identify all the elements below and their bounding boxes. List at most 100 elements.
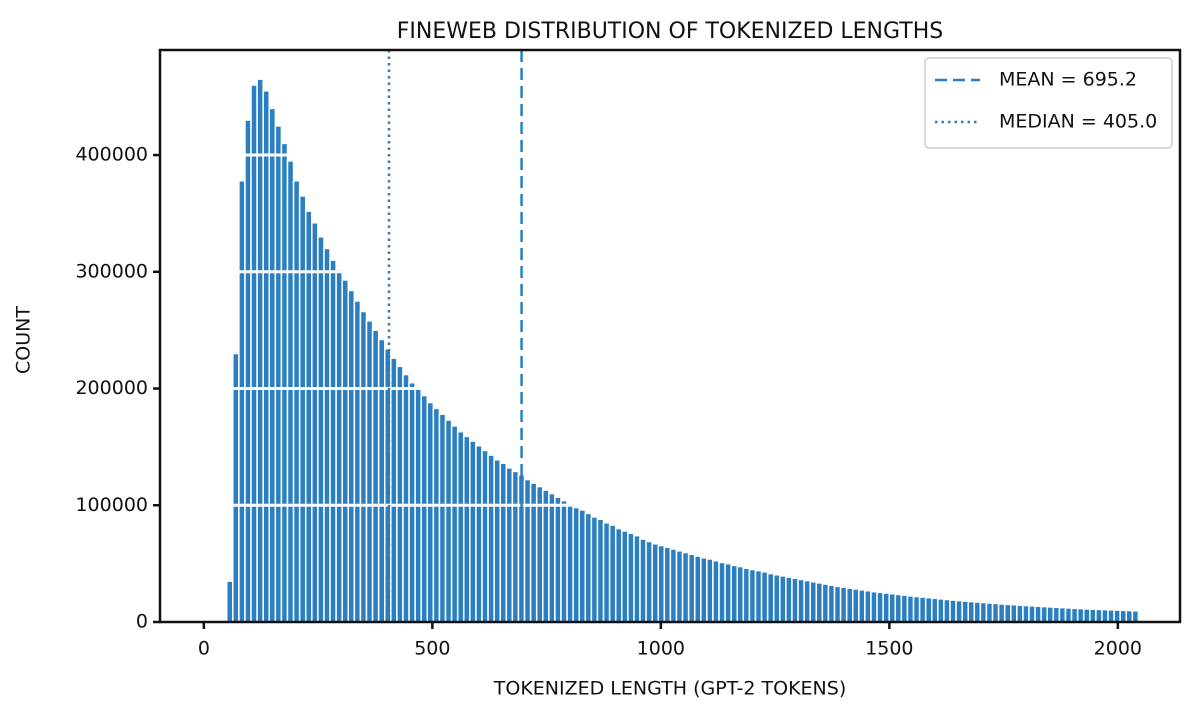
bar — [967, 600, 976, 623]
bar — [475, 444, 483, 623]
bar — [991, 602, 1000, 623]
bar — [1046, 606, 1055, 623]
bar — [450, 425, 459, 623]
bar — [894, 593, 903, 623]
bar — [262, 90, 271, 623]
bar — [918, 596, 927, 623]
x-tick-label: 500 — [414, 638, 450, 660]
bar — [845, 587, 854, 623]
bar — [274, 125, 283, 623]
bar — [554, 496, 562, 623]
legend: MEAN = 695.2 MEDIAN = 405.0 — [924, 57, 1173, 149]
bar — [1016, 604, 1024, 623]
bar — [463, 435, 471, 623]
bar — [292, 179, 301, 623]
bar — [973, 601, 982, 623]
bar — [1131, 610, 1140, 623]
bar — [329, 259, 337, 623]
bar — [511, 470, 520, 623]
chart-title: FINEWEB DISTRIBUTION OF TOKENIZED LENGTH… — [397, 19, 943, 44]
bar — [280, 142, 289, 623]
bar — [232, 352, 240, 623]
bar — [1095, 608, 1103, 623]
bar — [584, 512, 593, 623]
bar — [298, 195, 307, 623]
bar — [827, 584, 836, 623]
bar — [359, 310, 368, 623]
bar — [444, 419, 453, 623]
x-tick-label: 1500 — [865, 638, 913, 660]
bar — [250, 84, 258, 623]
bar — [700, 557, 708, 623]
bar — [353, 300, 362, 623]
bar — [900, 594, 909, 623]
bar — [681, 551, 690, 623]
x-tick-label: 2000 — [1094, 638, 1142, 660]
bar — [402, 373, 410, 623]
bar — [481, 449, 489, 623]
bar — [839, 586, 848, 623]
bar — [396, 365, 404, 623]
bar — [1052, 606, 1061, 623]
bar — [864, 589, 872, 623]
bar — [371, 329, 380, 623]
bar — [542, 489, 550, 623]
bar — [997, 603, 1006, 623]
bar — [1119, 609, 1128, 623]
bar — [815, 582, 824, 623]
bar — [724, 562, 732, 623]
bar — [566, 503, 574, 623]
bar — [572, 506, 580, 623]
bar — [1058, 606, 1067, 623]
bar — [852, 588, 860, 623]
bar — [347, 289, 356, 623]
bar — [687, 553, 696, 623]
bar — [1070, 607, 1079, 623]
bar — [596, 518, 605, 623]
bar — [1107, 609, 1115, 623]
bar — [341, 279, 350, 623]
bar — [426, 401, 435, 623]
bar — [323, 247, 331, 623]
bar — [535, 485, 544, 623]
bar — [754, 569, 763, 623]
bar — [718, 561, 726, 623]
bar — [937, 598, 945, 623]
bar — [469, 440, 477, 623]
bar — [1003, 603, 1012, 623]
y-tick-label: 200000 — [75, 377, 148, 399]
bar — [614, 527, 623, 623]
bar — [633, 534, 641, 623]
bar — [390, 357, 398, 623]
bar — [712, 559, 720, 623]
bar — [286, 160, 295, 623]
bar — [523, 478, 532, 623]
bar — [669, 548, 678, 623]
bar — [1064, 607, 1073, 623]
bar — [888, 593, 897, 623]
bar — [1028, 605, 1036, 623]
bar — [548, 492, 556, 623]
bar — [578, 509, 587, 623]
bar — [590, 516, 599, 623]
bar — [730, 564, 739, 623]
bar — [1082, 608, 1091, 623]
bar — [985, 602, 994, 623]
legend-label: MEAN = 695.2 — [999, 69, 1137, 91]
bar — [949, 599, 957, 623]
bar — [924, 596, 933, 623]
bar — [651, 543, 660, 623]
bar — [760, 571, 769, 623]
bar — [736, 565, 745, 623]
bar — [766, 572, 775, 623]
bar — [487, 454, 495, 623]
bar — [420, 394, 429, 623]
bar — [706, 558, 714, 623]
bar — [961, 600, 969, 623]
bar — [785, 576, 793, 623]
bar — [791, 577, 799, 623]
bar — [943, 598, 951, 623]
bar — [693, 555, 702, 623]
bar — [858, 589, 866, 623]
bar — [1101, 608, 1109, 623]
